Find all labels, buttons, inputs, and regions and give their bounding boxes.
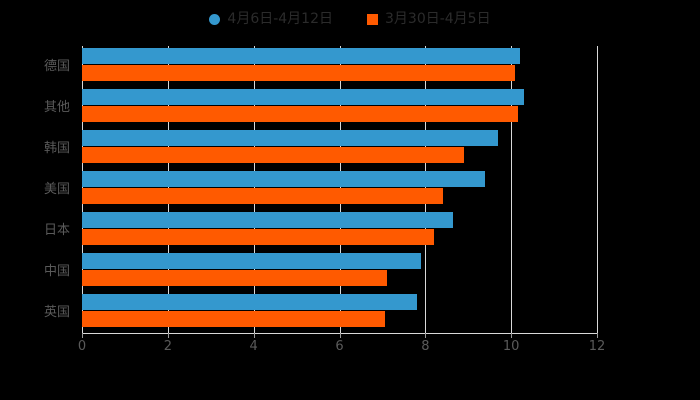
x-axis-tick-label: 12 — [588, 339, 606, 354]
y-axis-category-labels: 德国其他韩国美国日本中国英国 — [0, 46, 76, 333]
x-axis-tick-label: 4 — [249, 339, 258, 354]
chart-legend: 4月6日-4月12日 3月30日-4月5日 — [0, 6, 700, 32]
legend-label-series-1: 4月6日-4月12日 — [227, 11, 333, 27]
bar-series-2[interactable] — [82, 147, 464, 163]
bar-series-2[interactable] — [82, 229, 434, 245]
bar-series-2[interactable] — [82, 106, 518, 122]
x-gridline — [597, 46, 598, 333]
x-axis: 0 2 4 6 8 10 12 — [78, 333, 605, 363]
bar-series-1[interactable] — [82, 253, 422, 269]
x-axis-tick — [167, 333, 169, 338]
x-axis-tick — [339, 333, 341, 338]
y-axis-label: 日本 — [43, 222, 70, 238]
x-axis-tick-label: 0 — [77, 339, 87, 354]
y-axis-label: 韩国 — [43, 140, 70, 156]
bar-series-1[interactable] — [82, 294, 417, 310]
y-axis-label: 中国 — [43, 263, 70, 279]
y-axis-label: 美国 — [43, 181, 70, 197]
x-axis-tick — [82, 333, 83, 338]
x-axis-tick — [425, 333, 427, 338]
x-axis-tick-label: 8 — [421, 339, 430, 354]
bar-series-2[interactable] — [82, 311, 385, 327]
bar-series-1[interactable] — [82, 89, 525, 105]
y-axis-label: 德国 — [43, 58, 70, 74]
x-axis-tick-label: 2 — [163, 339, 172, 354]
plot-area — [82, 46, 598, 333]
y-axis-label: 英国 — [43, 304, 70, 320]
bar-series-2[interactable] — [82, 270, 387, 286]
y-axis-label: 其他 — [43, 99, 70, 115]
x-axis-tick-label: 10 — [502, 339, 520, 354]
legend-label-series-2: 3月30日-4月5日 — [385, 11, 491, 27]
x-axis-tick — [597, 333, 598, 338]
legend-item-series-1[interactable]: 4月6日-4月12日 — [209, 12, 333, 26]
bar-series-2[interactable] — [82, 65, 516, 81]
x-gridline — [511, 46, 513, 333]
bar-series-1[interactable] — [82, 48, 520, 64]
bar-series-1[interactable] — [82, 130, 499, 146]
legend-item-series-2[interactable]: 3月30日-4月5日 — [367, 12, 491, 26]
legend-square-marker-icon — [367, 13, 378, 25]
bar-series-1[interactable] — [82, 171, 486, 187]
x-axis-tick-label: 6 — [335, 339, 344, 354]
x-axis-tick — [253, 333, 255, 338]
bar-series-1[interactable] — [82, 212, 454, 228]
x-axis-tick — [511, 333, 513, 338]
legend-circle-marker-icon — [209, 13, 221, 25]
bar-series-2[interactable] — [82, 188, 443, 204]
